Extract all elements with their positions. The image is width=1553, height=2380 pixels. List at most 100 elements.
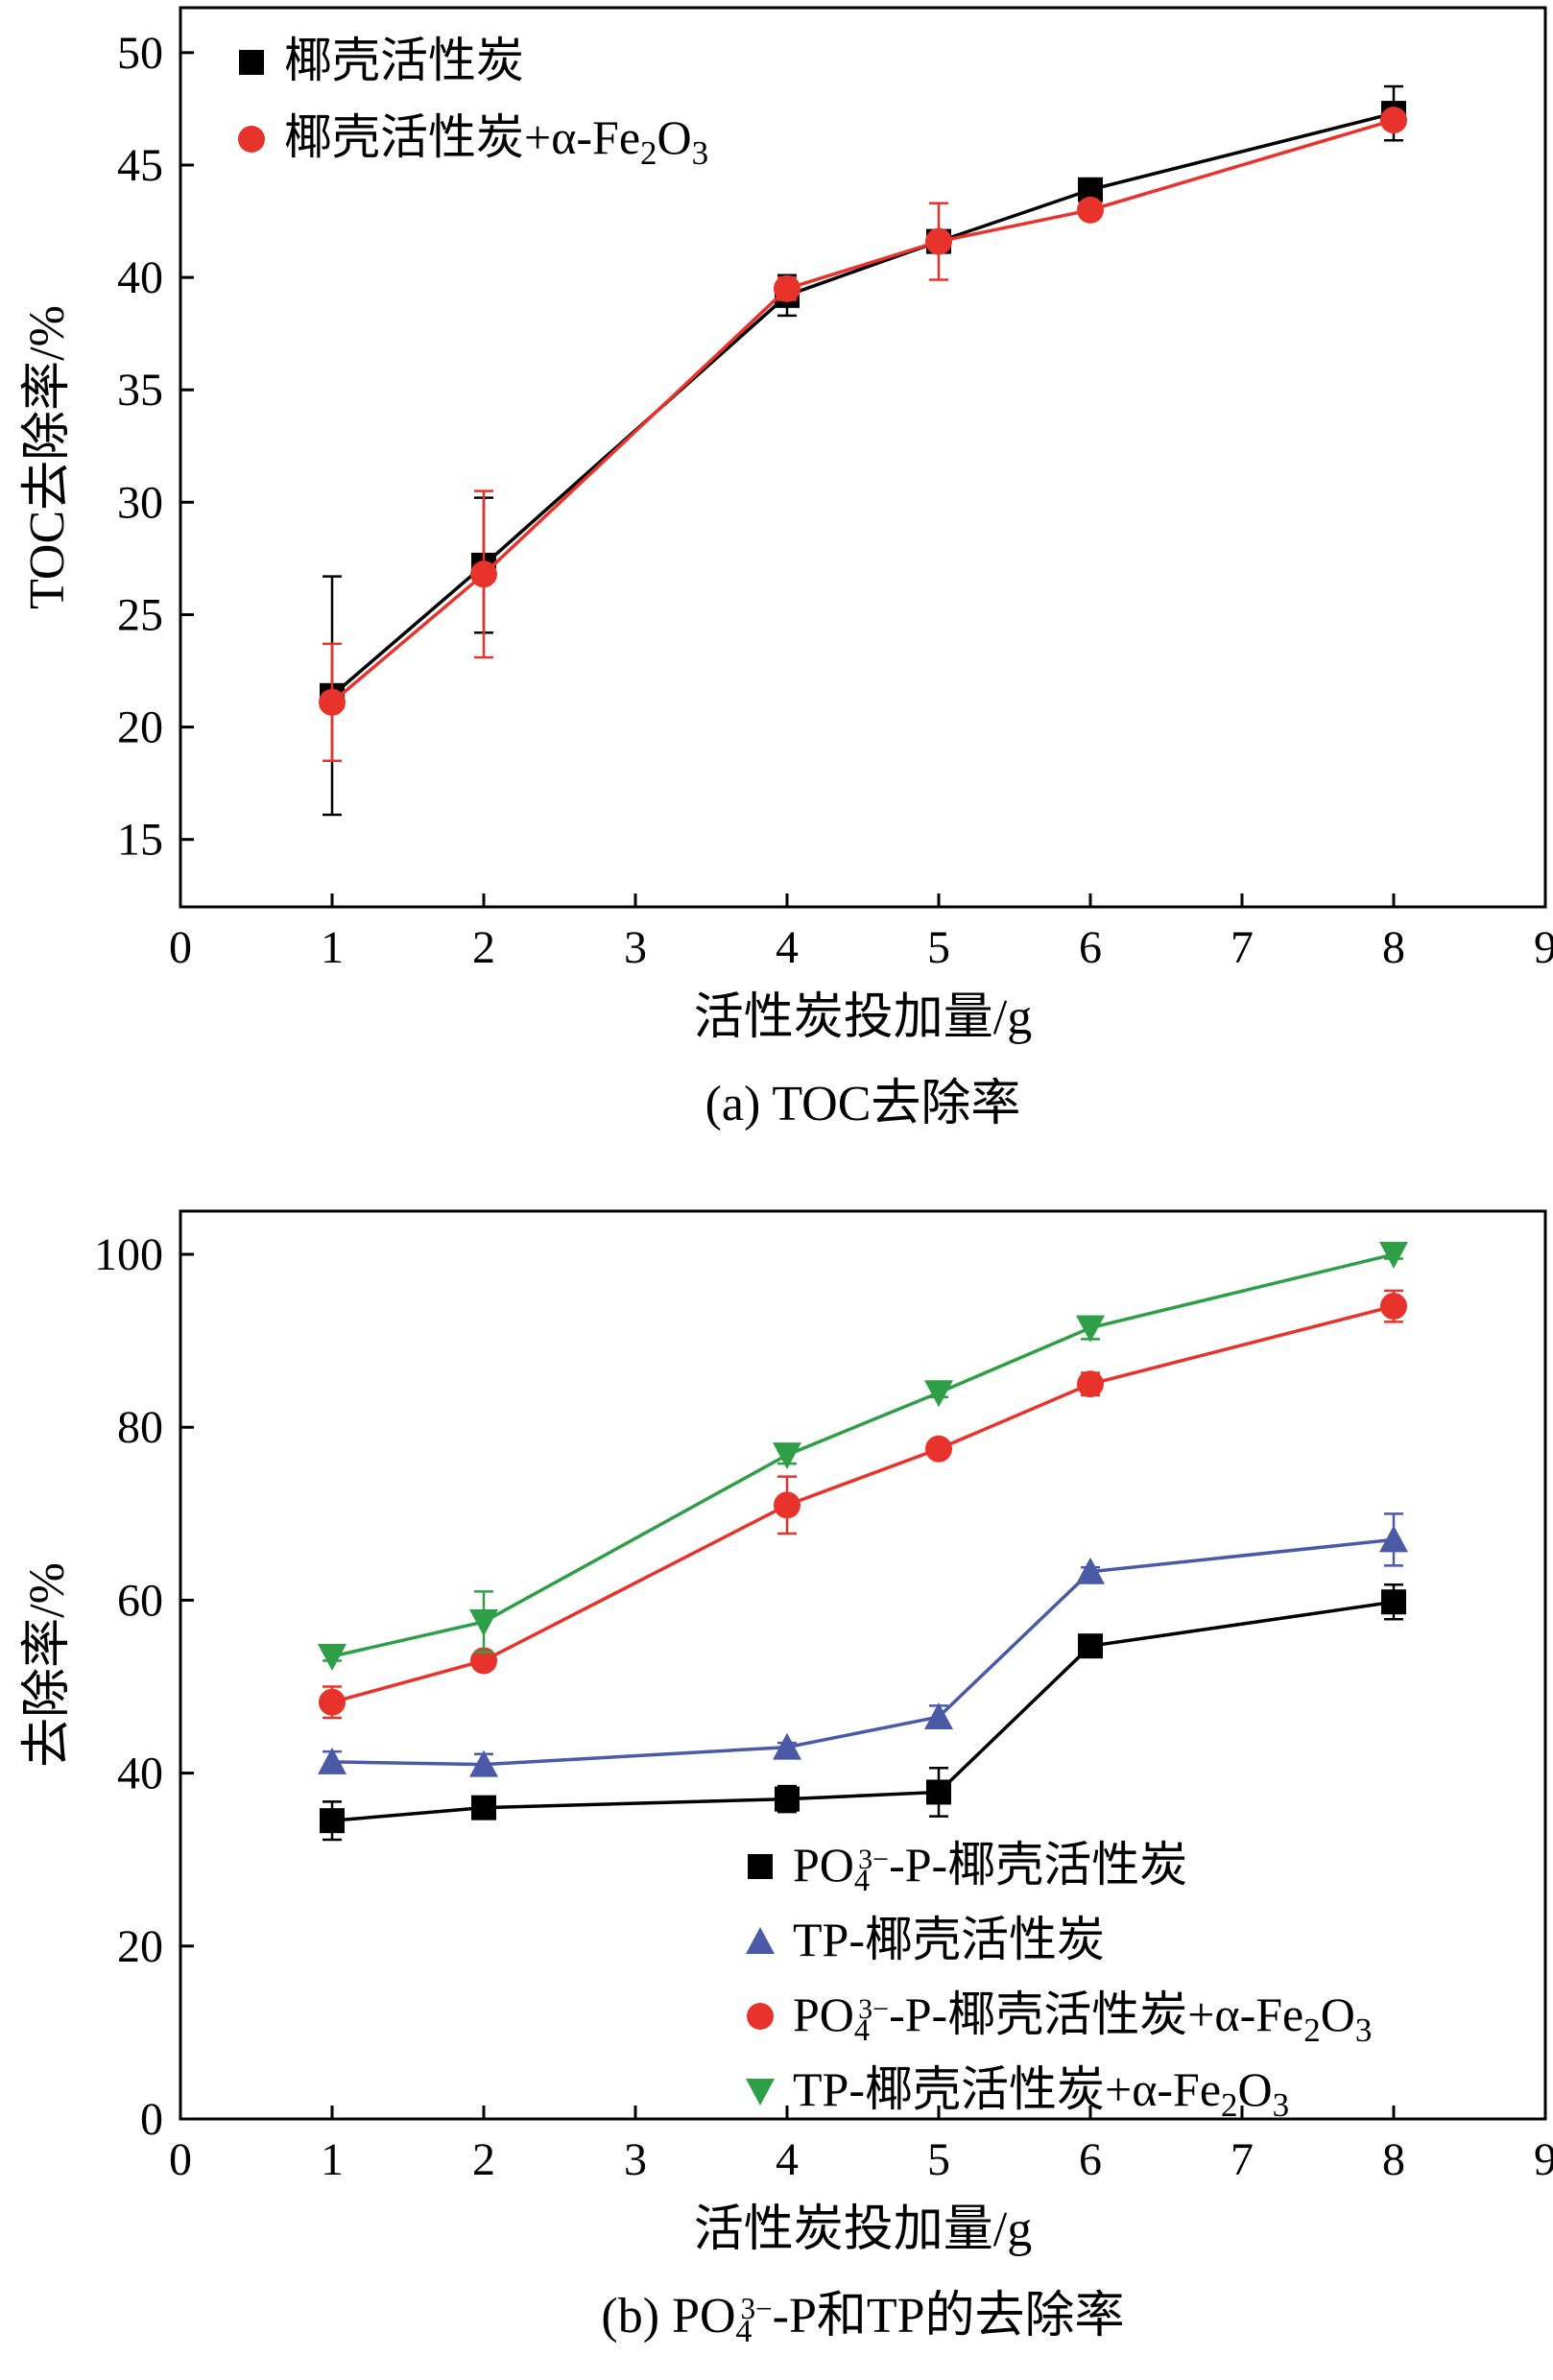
series-line (330, 118, 1395, 704)
x-tick-label: 9 (1534, 922, 1553, 973)
data-point (1077, 196, 1104, 224)
y-tick-label: 80 (117, 1402, 163, 1453)
y-tick-label: 20 (117, 702, 163, 753)
legend-item: TP-椰壳活性炭+α-Fe2O3 (746, 2062, 1289, 2124)
data-point (773, 1732, 801, 1760)
panel-a-plot-frame (179, 6, 1547, 909)
data-point (469, 1749, 498, 1777)
panel-a-series (319, 84, 1407, 817)
x-tick-label: 3 (624, 922, 647, 973)
x-tick-label: 5 (927, 922, 950, 973)
data-point (1076, 1557, 1105, 1584)
x-tick-label: 3 (624, 2134, 647, 2185)
legend-marker (239, 50, 264, 75)
series-2 (318, 1512, 1408, 1777)
data-point (470, 1647, 497, 1675)
legend-marker (746, 2079, 775, 2106)
data-point (924, 1702, 953, 1730)
data-point (775, 1786, 800, 1812)
data-point (1078, 1633, 1103, 1659)
panel-b-plot-frame (179, 1209, 1547, 2121)
data-point (319, 1688, 346, 1716)
panel-b-series (318, 1242, 1408, 1842)
x-tick-label: 9 (1534, 2134, 1553, 2185)
y-tick-label: 40 (117, 252, 163, 303)
data-point (471, 1795, 496, 1821)
series-1 (320, 84, 1406, 817)
series-line (331, 1537, 1395, 1767)
series-line (331, 1304, 1395, 1704)
legend-marker (748, 1854, 773, 1879)
series-line (331, 1600, 1395, 1822)
data-point (320, 1808, 345, 1834)
x-tick-label: 0 (169, 922, 192, 973)
data-point (318, 1747, 346, 1774)
legend-item: 椰壳活性炭+α-Fe2O3 (238, 110, 708, 172)
legend-item: TP-椰壳活性炭 (746, 1913, 1105, 1966)
y-tick-label: 35 (117, 365, 163, 416)
y-tick-label: 45 (117, 140, 163, 191)
legend-label: PO43−-P-椰壳活性炭 (793, 1838, 1187, 1898)
data-point (1379, 1525, 1408, 1553)
panel-b-legend: PO43−-P-椰壳活性炭 TP-椰壳活性炭 PO43−-P-椰壳活性炭+α-Fe2… (746, 1838, 1372, 2124)
data-point (1380, 107, 1407, 134)
x-tick-label: 6 (1079, 2134, 1102, 2185)
legend-label: 椰壳活性炭 (284, 34, 524, 87)
data-point (925, 1435, 952, 1463)
y-tick-label: 0 (140, 2094, 163, 2145)
x-tick-label: 0 (169, 2134, 192, 2185)
data-point (1381, 1589, 1406, 1615)
data-point (469, 1608, 498, 1636)
panel-a-caption: (a) TOC去除率 (705, 1077, 1021, 1131)
data-point (774, 1491, 800, 1519)
y-tick-label: 15 (117, 815, 163, 866)
data-point (470, 560, 497, 588)
panel-b-x-axis-label: 活性炭投加量/g (694, 2202, 1032, 2257)
y-tick-label: 100 (94, 1229, 163, 1280)
panel-b-chart: 0 1 2 3 4 5 6 7 8 9 0 20 40 60 80 100 PO43−-P-椰壳活性炭 TP-椰… (20, 1209, 1553, 2349)
y-tick-label: 60 (117, 1575, 163, 1626)
series-4 (318, 1242, 1408, 1671)
data-point (319, 688, 346, 716)
x-tick-label: 1 (321, 2134, 344, 2185)
x-tick-label: 6 (1079, 922, 1102, 973)
x-tick-label: 4 (776, 922, 799, 973)
legend-item: PO43−-P-椰壳活性炭+α-Fe2O3 (747, 1987, 1372, 2049)
legend-item: PO43−-P-椰壳活性炭 (748, 1838, 1187, 1898)
legend-label: TP-椰壳活性炭 (793, 1913, 1105, 1966)
legend-marker (747, 2003, 774, 2030)
legend-marker (238, 126, 265, 153)
data-point (925, 227, 952, 255)
legend-label: PO43−-P-椰壳活性炭+α-Fe2O3 (793, 1987, 1372, 2049)
legend-item: 椰壳活性炭 (239, 34, 524, 87)
panel-b-ticks: 0 1 2 3 4 5 6 7 8 9 0 20 40 60 80 100 (94, 1229, 1553, 2185)
data-point (1379, 1242, 1408, 1270)
x-tick-label: 4 (776, 2134, 799, 2185)
series-3 (319, 1289, 1407, 1720)
x-tick-label: 8 (1382, 922, 1405, 973)
legend-label: TP-椰壳活性炭+α-Fe2O3 (793, 2062, 1289, 2124)
y-tick-label: 25 (117, 589, 163, 640)
legend-label: 椰壳活性炭+α-Fe2O3 (284, 110, 708, 172)
x-tick-label: 2 (472, 2134, 495, 2185)
data-point (926, 1779, 951, 1805)
data-point (774, 274, 800, 302)
x-tick-label: 1 (321, 922, 344, 973)
panel-b-caption: (b) PO43−-P和TP的去除率 (601, 2289, 1124, 2349)
data-point (1076, 1315, 1105, 1343)
data-point (773, 1442, 801, 1470)
x-tick-label: 8 (1382, 2134, 1405, 2185)
y-tick-label: 40 (117, 1749, 163, 1799)
series-2 (319, 107, 1407, 762)
panel-b-y-axis-label: 去除率/% (20, 1562, 75, 1768)
series-1 (320, 1583, 1406, 1842)
legend-marker (746, 1927, 775, 1954)
series-line (331, 1252, 1395, 1658)
series-line (330, 111, 1395, 698)
y-tick-label: 20 (117, 1921, 163, 1972)
panel-a-y-axis-label: TOC去除率/% (20, 305, 75, 609)
